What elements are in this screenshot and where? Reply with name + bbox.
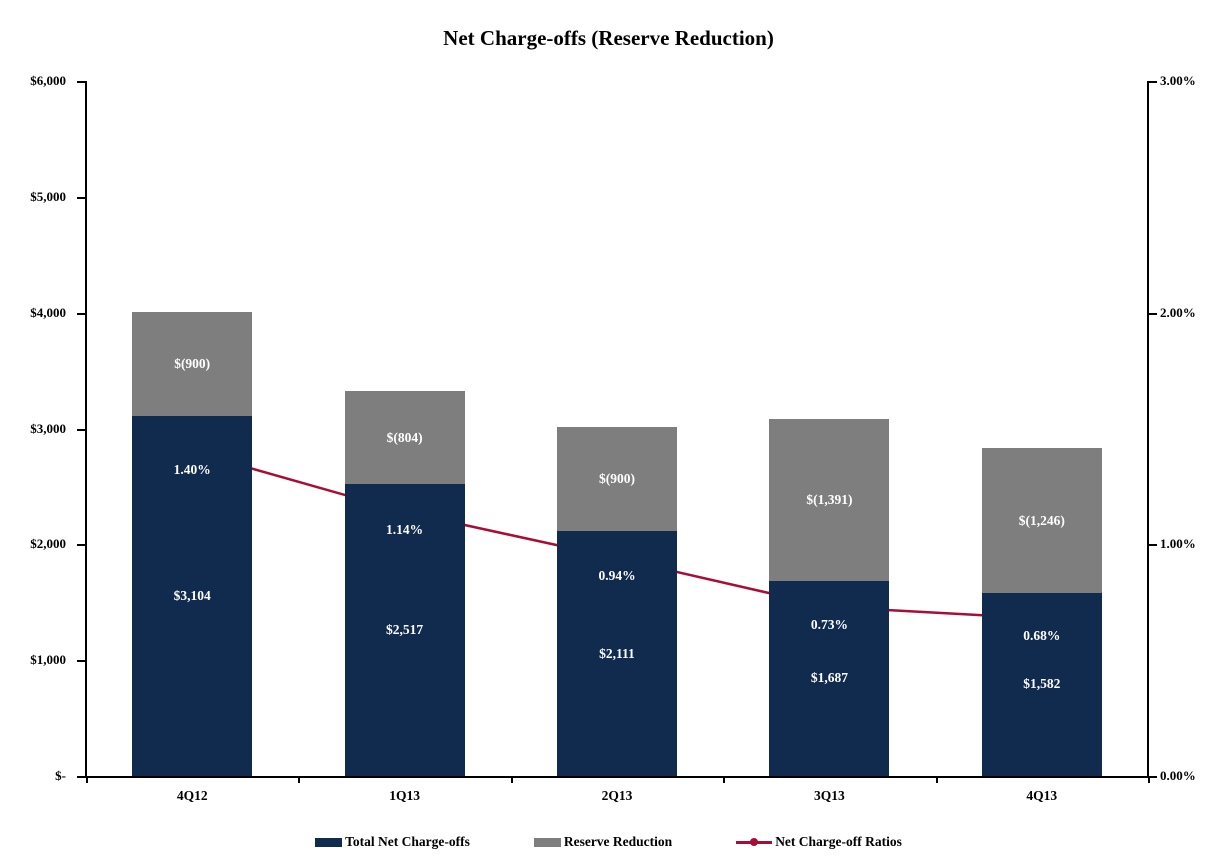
bar-value-label: $2,517 [386,622,424,638]
x-axis-tick [1148,778,1150,783]
legend-label-reserve-reduction: Reserve Reduction [563,834,673,849]
y-axis-left-tick-label: $- [55,768,66,783]
y-axis-left-tick [77,196,85,199]
y-axis-left-tick-label: $5,000 [30,188,66,204]
y-axis-right-tick-label: 0.00% [1160,768,1196,783]
ratio-value-label-2Q13: 0.94% [598,568,636,584]
bar-segment-reserve-reduction-2Q13: $(900) [557,427,677,532]
ratio-value-label-4Q12: 1.40% [173,461,211,477]
bar-segment-total-net-charge-offs-4Q13: $1,582 [981,592,1102,776]
bar-segment-total-net-charge-offs-1Q13: $2,517 [344,484,465,776]
bar-segment-reserve-reduction-3Q13: $(1,391) [769,419,890,581]
legend-item-reserve-reduction: Reserve Reduction [533,834,673,850]
line-swatch-dot [750,838,759,846]
x-axis-tick [935,778,938,783]
y-axis-left-tick [77,312,85,315]
bar-segment-total-net-charge-offs-4Q12: $3,104 [132,416,253,776]
x-axis-label-4Q13: 4Q13 [1026,788,1058,803]
bar-segment-total-net-charge-offs-3Q13: $1,687 [769,580,890,776]
legend-label-total-net-charge-offs: Total Net Charge-offs [345,834,470,849]
y-axis-left-tick-label: $6,000 [30,73,66,88]
y-axis-right-tick-label: 3.00% [1160,73,1196,88]
bar-value-label: $(1,391) [806,492,853,507]
y-axis-left-tick [77,544,85,547]
bar-value-label: $3,104 [173,588,211,604]
x-axis-label-4Q12: 4Q12 [176,788,208,803]
bar-segment-reserve-reduction-4Q12: $(900) [132,312,253,417]
x-axis-label-3Q13: 3Q13 [814,788,845,803]
y-axis-right-tick [1149,312,1157,315]
bar-segment-reserve-reduction-4Q13: $(1,246) [981,448,1102,593]
x-axis-tick [510,778,513,783]
line-marker-swatch-icon [736,837,773,847]
y-axis-left-tick-label: $3,000 [30,420,66,436]
bar-value-label: $(900) [174,356,211,372]
x-axis-label-2Q13: 2Q13 [601,788,633,803]
bar-value-label: $2,111 [599,645,635,661]
y-axis-right-tick-label: 1.00% [1160,536,1196,552]
bar-segment-total-net-charge-offs-2Q13: $2,111 [557,531,677,776]
y-axis-right-tick-label: 2.00% [1160,304,1196,320]
ratio-value-label-4Q13: 0.68% [1023,628,1061,644]
bar-value-label: $(804) [386,429,423,445]
y-axis-left-tick [77,428,85,431]
y-axis-right-tick [1149,544,1157,547]
bar-swatch-icon [315,837,343,847]
ratio-value-label-3Q13: 0.73% [810,616,848,632]
y-axis-right [1147,81,1149,777]
chart-title: Net Charge-offs (Reserve Reduction) [443,26,774,50]
bar-swatch-icon [533,837,561,847]
x-axis-tick [298,778,301,783]
legend-item-total-net-charge-offs: Total Net Charge-offs [315,834,470,850]
ratio-value-label-1Q13: 1.14% [386,521,424,537]
y-axis-left-tick-label: $2,000 [30,536,66,552]
y-axis-right-tick [1149,776,1157,778]
y-axis-left [85,81,87,777]
x-axis-tick [86,778,88,783]
y-axis-right-tick [1149,81,1157,83]
y-axis-left-tick-label: $4,000 [30,304,66,320]
y-axis-left-tick-label: $1,000 [30,652,66,668]
y-axis-left-tick [77,776,85,778]
bar-value-label: $1,582 [1023,676,1061,692]
x-axis [85,776,1149,778]
x-axis-label-1Q13: 1Q13 [389,788,420,803]
legend-item-net-charge-off-ratios: Net Charge-off Ratios [736,834,902,850]
legend-label-net-charge-off-ratios: Net Charge-off Ratios [775,834,902,849]
bar-value-label: $(900) [599,471,635,487]
legend: Total Net Charge-offs Reserve Reduction … [0,834,1217,850]
bar-value-label: $(1,246) [1018,512,1065,528]
bar-segment-reserve-reduction-1Q13: $(804) [344,391,465,485]
y-axis-left-tick [77,81,85,83]
y-axis-left-tick [77,660,85,663]
bar-value-label: $1,687 [810,670,848,686]
x-axis-tick [723,778,726,783]
